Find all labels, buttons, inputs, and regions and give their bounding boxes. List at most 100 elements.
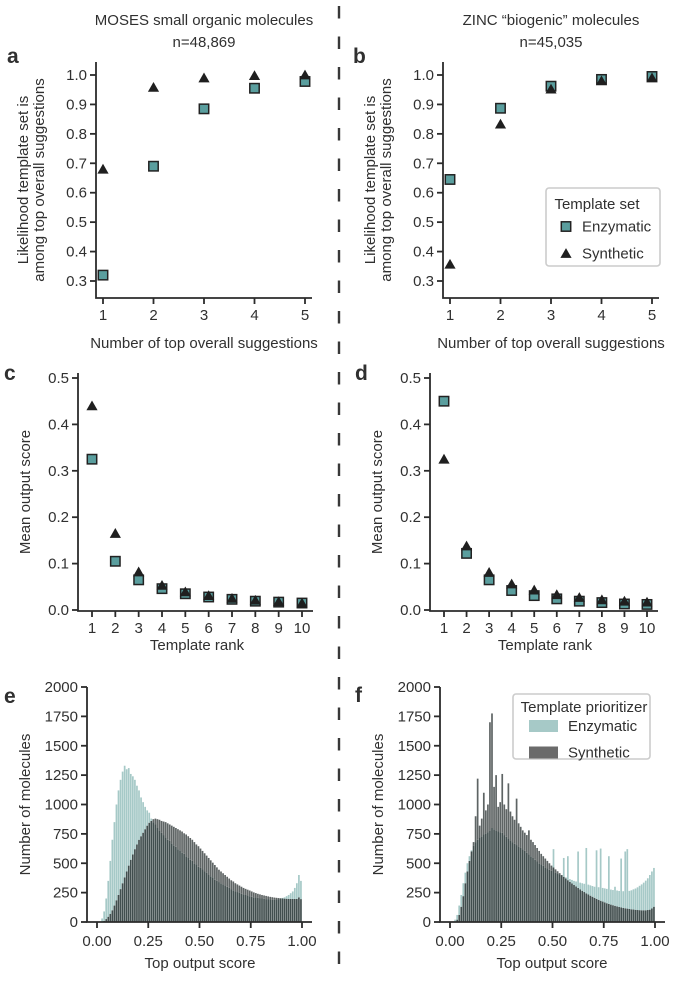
bar-overlap: [228, 887, 231, 922]
bar-overlap: [523, 850, 526, 922]
bar-enzymatic: [552, 849, 555, 868]
bar-synthetic: [185, 834, 187, 857]
y-tick-label: 1000: [398, 797, 431, 814]
bar-overlap: [179, 850, 181, 922]
bar-overlap: [653, 906, 655, 922]
panel-subtitle: n=45,035: [520, 34, 583, 51]
bar-synthetic: [534, 845, 536, 860]
x-axis-label: Top output score: [145, 955, 256, 972]
x-tick-label: 1.00: [640, 933, 669, 950]
bar-synthetic: [158, 819, 161, 831]
x-axis-label: Number of top overall suggestions: [90, 335, 318, 352]
bar-enzymatic: [119, 779, 122, 890]
bar-overlap: [250, 896, 253, 922]
bar-overlap: [138, 839, 140, 922]
bar-enzymatic: [127, 768, 130, 866]
bar-synthetic: [523, 832, 526, 851]
bar-overlap: [273, 899, 276, 922]
x-tick-label: 8: [598, 620, 606, 637]
bar-synthetic: [242, 887, 245, 895]
bar-synthetic: [246, 889, 249, 896]
bar-overlap: [614, 905, 616, 922]
bar-enzymatic: [593, 886, 596, 898]
bar-enzymatic: [460, 894, 463, 907]
x-tick-label: 2: [496, 307, 504, 324]
bar-enzymatic: [573, 880, 575, 885]
bar-overlap: [567, 880, 569, 922]
bar-synthetic: [240, 886, 243, 894]
enzymatic-point: [148, 160, 159, 172]
bar-synthetic: [265, 895, 267, 900]
bar-synthetic: [558, 873, 561, 875]
bar-overlap: [624, 908, 627, 922]
bar-enzymatic: [462, 883, 465, 897]
x-tick-label: 3: [134, 620, 142, 637]
bar-overlap: [291, 898, 294, 922]
bar-overlap: [544, 867, 547, 922]
x-tick-label: 6: [204, 620, 212, 637]
bar-synthetic: [207, 857, 210, 875]
y-tick-label: 2000: [398, 679, 431, 696]
y-tick-label: 0: [70, 914, 78, 931]
bar-overlap: [300, 899, 302, 922]
bar-enzymatic: [144, 806, 146, 830]
y-tick-label: 750: [53, 826, 78, 843]
x-tick-label: 2: [149, 307, 157, 324]
bar-overlap: [166, 839, 169, 922]
panel-letter: f: [355, 684, 363, 707]
bar-overlap: [140, 836, 142, 922]
bar-overlap: [651, 908, 653, 922]
bar-enzymatic: [454, 919, 456, 922]
synthetic-point: [494, 118, 507, 129]
bar-overlap: [597, 899, 600, 922]
bar-overlap: [244, 894, 247, 922]
bar-overlap: [464, 883, 467, 922]
bar-overlap: [470, 851, 473, 922]
bar-overlap: [109, 913, 112, 922]
bar-synthetic: [550, 865, 553, 871]
bar-enzymatic: [616, 890, 618, 907]
bar-overlap: [127, 865, 130, 922]
bar-overlap: [505, 836, 508, 922]
y-tick-label: 1000: [45, 797, 78, 814]
bar-synthetic: [160, 820, 163, 833]
x-tick-label: 2: [462, 620, 470, 637]
bar-overlap: [218, 882, 220, 922]
enzymatic-point: [438, 395, 450, 407]
bar-overlap: [129, 859, 132, 922]
bar-synthetic: [538, 850, 540, 864]
bar-enzymatic: [626, 849, 629, 909]
bar-enzymatic: [564, 877, 567, 879]
synthetic-point: [296, 597, 308, 608]
bar-synthetic: [224, 875, 226, 886]
x-tick-label: 7: [575, 620, 583, 637]
bar-enzymatic: [636, 887, 639, 911]
bar-synthetic: [252, 892, 255, 898]
bar-overlap: [560, 875, 563, 922]
x-tick-label: 0.75: [236, 933, 265, 950]
panel-d: 0.0 0.1 0.2 0.3 0.4 0.5 1 2 3 4 5 6 7 8 9 10 Template ra…: [355, 362, 658, 654]
enzymatic-point: [444, 174, 456, 185]
x-tick-label: 1: [446, 307, 454, 324]
bar-enzymatic: [562, 857, 565, 877]
bar-overlap: [224, 885, 226, 922]
bar-enzymatic: [470, 850, 473, 852]
x-tick-label: 0.00: [82, 933, 111, 950]
bar-overlap: [513, 843, 516, 922]
legend-swatch-enzymatic: [529, 720, 558, 732]
bar-enzymatic: [134, 779, 136, 850]
bar-enzymatic: [605, 888, 608, 904]
x-tick-label: 5: [301, 307, 309, 324]
bar-synthetic: [478, 825, 481, 838]
bar-enzymatic: [638, 885, 641, 911]
bar-overlap: [125, 871, 128, 922]
enzymatic-point: [198, 103, 210, 115]
y-axis-label: Mean output score: [369, 430, 386, 554]
panel-title: ZINC “biogenic” molecules: [463, 12, 640, 29]
bar-overlap: [530, 856, 532, 922]
bar-synthetic: [201, 850, 204, 870]
synthetic-point: [506, 578, 518, 589]
bar-overlap: [289, 898, 292, 922]
bar-overlap: [493, 829, 495, 922]
bar-synthetic: [195, 844, 198, 865]
